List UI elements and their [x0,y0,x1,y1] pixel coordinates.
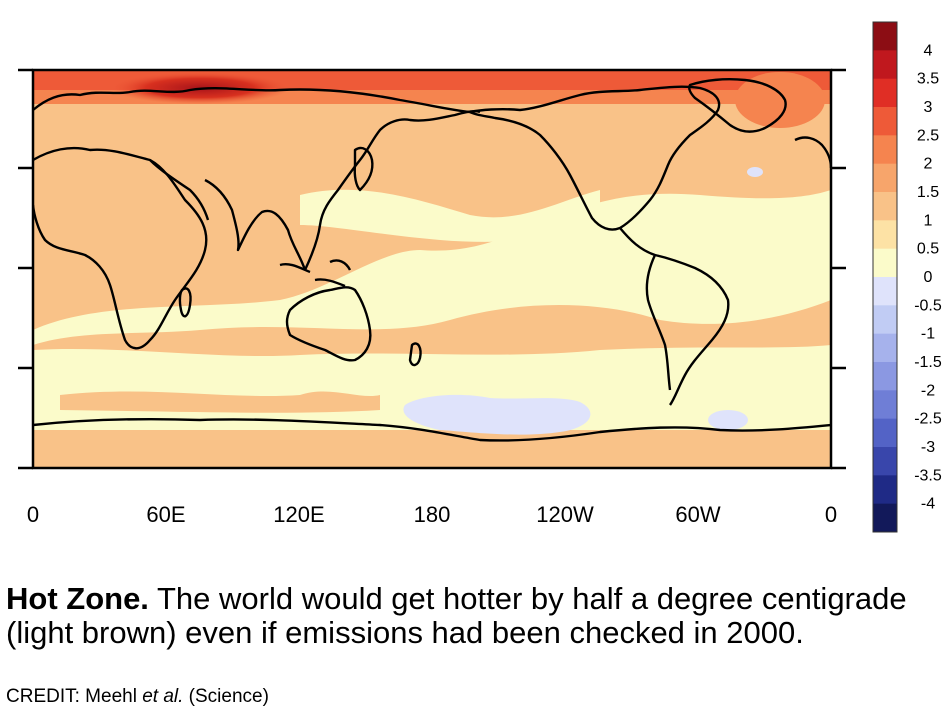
colorbar-label: 3.5 [917,71,939,88]
colorbar-swatch [873,362,897,391]
temperature-field [33,70,831,468]
north-pacific-pale-band [300,189,600,242]
lon-label-120w: 120W [536,502,594,527]
caption-title: Hot Zone. [6,581,149,616]
colorbar-label: -3 [921,439,935,456]
credit-line: CREDIT: Meehl et al. (Science) [6,686,269,708]
colorbar-swatch [873,107,897,136]
colorbar-label: -1.5 [914,354,942,371]
credit-prefix: CREDIT: Meehl [6,686,143,707]
south-pacific-warm-streak [430,324,580,344]
colorbar-label: 2 [924,156,933,173]
colorbar-swatch [873,277,897,306]
colorbar-swatch [873,50,897,80]
colorbar-swatch [873,163,897,193]
antarctic-warm-band [33,440,831,468]
colorbar-label: -2 [921,382,935,399]
colorbar-label: 4 [924,42,933,59]
colorbar-label: -0.5 [914,297,942,314]
greenland-warm [735,72,825,128]
colorbar-swatch [873,503,897,533]
caption: Hot Zone. The world would get hotter by … [6,582,941,650]
colorbar-frame [872,21,898,533]
colorbar-swatch [873,135,897,165]
colorbar-label: 1 [924,212,933,229]
colorbar-label: 2.5 [917,127,939,144]
colorbar-swatch [873,220,897,250]
colorbar-swatch [873,333,897,363]
lon-label-180: 180 [414,502,451,527]
colorbar-swatch [873,305,897,335]
temperature-map-figure: 0 60E 120E 180 120W 60W 0 4 3.5 3 2.5 2 1.5 1 0… [18,21,942,533]
weddell-cool-patch [708,410,748,430]
southern-warm-streak [60,391,380,413]
credit-etal: et al. [142,686,184,707]
caption-text: The world would get hotter by half a deg… [6,581,907,650]
lon-label-0: 0 [27,502,39,527]
world-map: 0 60E 120E 180 120W 60W 0 4 3.5 3 2.5 2 1.5 1 0… [18,21,942,533]
north-atlantic-cool-patch [747,167,763,177]
colorbar-swatch [873,475,897,505]
coastlines [33,78,831,442]
lon-label-60e: 60E [146,502,185,527]
colorbar-swatch [873,447,897,476]
lon-label-60w: 60W [675,502,720,527]
colorbar-swatch [873,418,897,448]
colorbar-label: 0.5 [917,241,939,258]
ross-sea-cool-patch [403,394,591,435]
latitude-ticks [18,68,846,470]
colorbar-swatch [873,22,897,51]
colorbar-label: -2.5 [914,411,942,428]
tropical-pale-band [33,190,831,345]
colorbar-swatch [873,248,897,278]
colorbar-swatch [873,192,897,221]
colorbar-labels: 4 3.5 3 2.5 2 1.5 1 0.5 0 -0.5 -1 -1.5 -2 -2.5 -3 -3.5 -… [914,42,942,512]
colorbar-label: 3 [924,99,933,116]
lon-label-120e: 120E [273,502,324,527]
colorbar-label: -4 [921,496,935,513]
colorbar-swatch [873,390,897,420]
colorbar-label: -3.5 [914,467,942,484]
colorbar-label: -1 [921,326,935,343]
longitude-labels: 0 60E 120E 180 120W 60W 0 [27,502,837,527]
colorbar-swatch [873,78,897,108]
credit-source: (Science) [183,686,269,707]
colorbar-label: 1.5 [917,184,939,201]
colorbar-label: 0 [924,269,933,286]
lon-label-0-end: 0 [825,502,837,527]
colorbar [872,21,898,533]
